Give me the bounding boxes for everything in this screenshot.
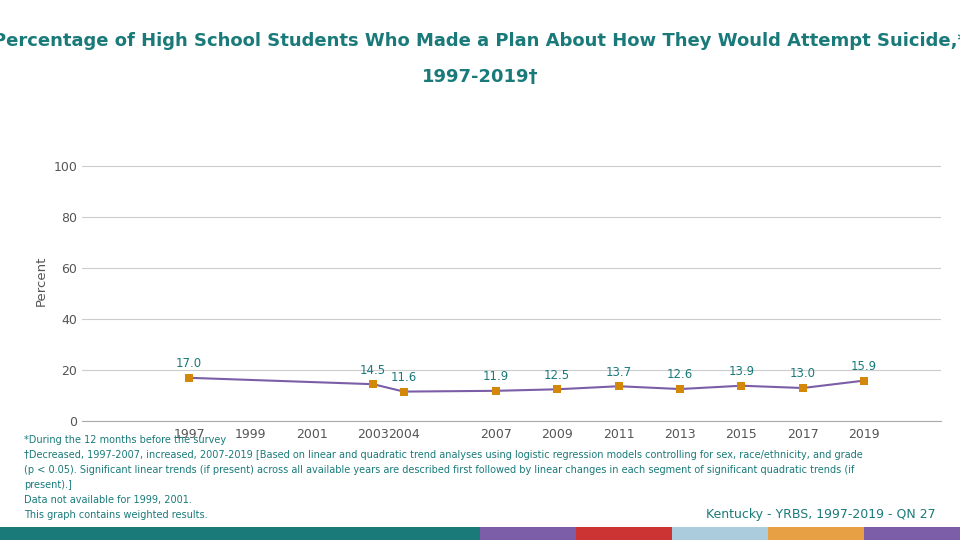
Text: 15.9: 15.9 xyxy=(851,360,877,373)
Text: 12.6: 12.6 xyxy=(667,368,693,381)
Text: 14.5: 14.5 xyxy=(360,363,386,376)
Text: Data not available for 1999, 2001.: Data not available for 1999, 2001. xyxy=(24,495,192,505)
Text: This graph contains weighted results.: This graph contains weighted results. xyxy=(24,510,207,521)
Text: 13.9: 13.9 xyxy=(729,365,755,378)
Text: 13.7: 13.7 xyxy=(606,366,632,379)
Text: 13.0: 13.0 xyxy=(790,367,816,380)
Text: 17.0: 17.0 xyxy=(176,357,202,370)
Text: Kentucky - YRBS, 1997-2019 - QN 27: Kentucky - YRBS, 1997-2019 - QN 27 xyxy=(707,508,936,521)
Text: †Decreased, 1997-2007, increased, 2007-2019 [Based on linear and quadratic trend: †Decreased, 1997-2007, increased, 2007-2… xyxy=(24,450,863,460)
Text: 11.6: 11.6 xyxy=(391,371,417,384)
Text: Percentage of High School Students Who Made a Plan About How They Would Attempt : Percentage of High School Students Who M… xyxy=(0,32,960,50)
Text: 11.9: 11.9 xyxy=(483,370,509,383)
Text: present).]: present).] xyxy=(24,480,72,490)
Text: *During the 12 months before the survey: *During the 12 months before the survey xyxy=(24,435,227,445)
Text: 12.5: 12.5 xyxy=(544,369,570,382)
Y-axis label: Percent: Percent xyxy=(35,255,48,306)
Text: (p < 0.05). Significant linear trends (if present) across all available years ar: (p < 0.05). Significant linear trends (i… xyxy=(24,465,854,475)
Text: 1997-2019†: 1997-2019† xyxy=(421,68,539,85)
